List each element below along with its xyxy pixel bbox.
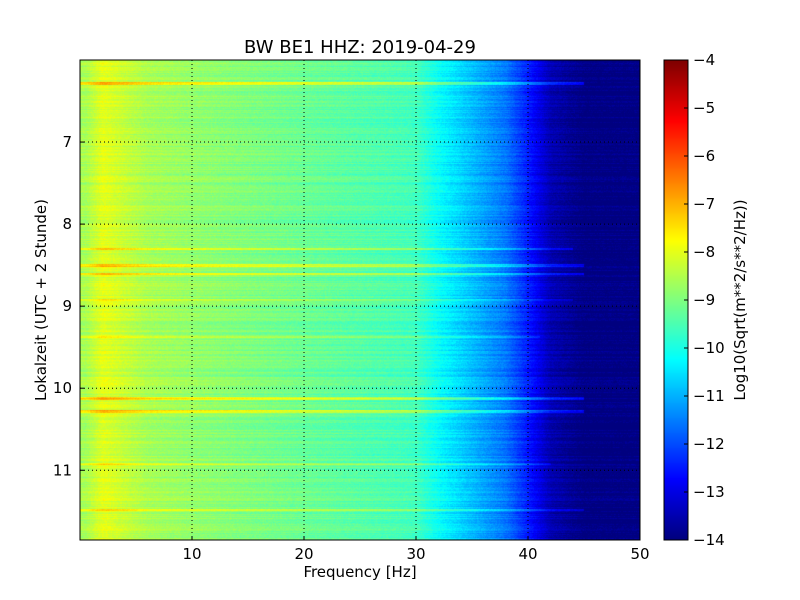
grid-lines <box>80 60 640 540</box>
colorbar: −4 −5 −6 −7 −8 −9 −10 −11 −12 −13 −14 <box>663 51 725 549</box>
colorbar-tick-label: −9 <box>693 291 715 309</box>
spectrogram-heatmap <box>80 60 640 540</box>
y-axis-label: Lokalzeit (UTC + 2 Stunde) <box>32 199 50 401</box>
colorbar-tick-label: −12 <box>693 435 725 453</box>
x-tick-label: 30 <box>406 545 425 563</box>
y-tick-label: 8 <box>62 215 72 233</box>
y-axis: 7 8 9 10 11 <box>53 133 84 479</box>
x-axis: 10 20 30 40 50 <box>182 536 650 563</box>
colorbar-tick-label: −5 <box>693 99 715 117</box>
y-tick-label: 7 <box>62 133 72 151</box>
colorbar-tick-label: −14 <box>693 531 725 549</box>
colorbar-tick-label: −11 <box>693 387 725 405</box>
colorbar-tick-label: −10 <box>693 339 725 357</box>
x-tick-label: 40 <box>518 545 537 563</box>
plot-frame <box>79 59 641 541</box>
x-tick-label: 20 <box>294 545 313 563</box>
x-axis-label: Frequency [Hz] <box>303 563 416 581</box>
colorbar-tick-label: −7 <box>693 195 715 213</box>
chart-title: BW BE1 HHZ: 2019-04-29 <box>244 37 476 58</box>
x-tick-label: 10 <box>182 545 201 563</box>
y-tick-label: 9 <box>62 297 72 315</box>
colorbar-tick-label: −13 <box>693 483 725 501</box>
colorbar-ticks: −4 −5 −6 −7 −8 −9 −10 −11 −12 −13 −14 <box>684 51 725 549</box>
x-tick-label: 50 <box>630 545 649 563</box>
y-tick-label: 10 <box>53 379 72 397</box>
colorbar-tick-label: −8 <box>693 243 715 261</box>
plot-area: 10 20 30 40 50 7 8 9 10 11 <box>53 59 650 563</box>
colorbar-tick-label: −4 <box>693 51 715 69</box>
colorbar-label: Log10(Sqrt(m**2/s**2/Hz)) <box>731 199 749 400</box>
y-tick-label: 11 <box>53 461 72 479</box>
colorbar-tick-label: −6 <box>693 147 715 165</box>
